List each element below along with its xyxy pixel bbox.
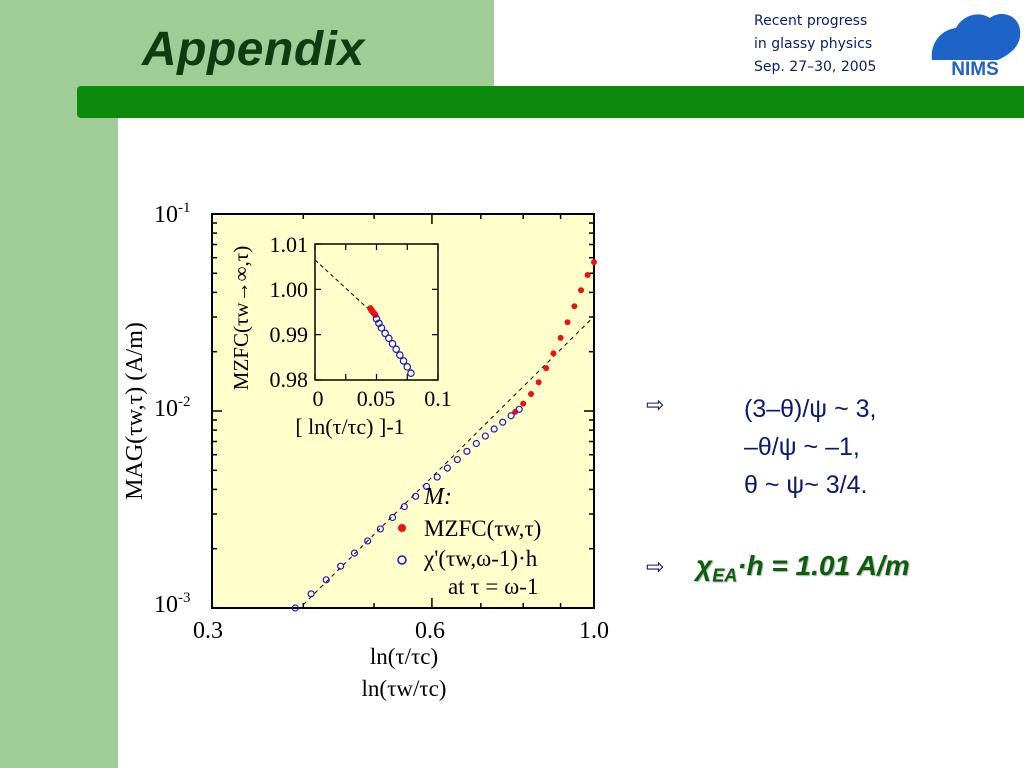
inset-chi-point [377, 324, 386, 332]
chi-data-point [350, 549, 359, 557]
main-data-points [291, 259, 597, 612]
equation-line: –θ/ψ ~ –1, [744, 433, 860, 461]
zfc-data-point [550, 350, 557, 357]
inset-y-tick-label: 0.99 [270, 322, 309, 347]
legend-chi-note: at τ = ω-1 [448, 574, 538, 599]
x-tick-label: 0.3 [193, 618, 223, 644]
y-tick-label: 10-3 [154, 590, 191, 618]
zfc-data-point [528, 390, 535, 397]
conference-info: Recent progress in glassy physics Sep. 2… [754, 10, 876, 79]
chi-data-point [472, 439, 480, 448]
left-band [0, 0, 118, 768]
bullet-equations: (3–θ)/ψ ~ 3, –θ/ψ ~ –1, θ ~ ψ~ 3/4. [744, 390, 876, 504]
chi-data-point [453, 455, 461, 464]
arrow-icon: ⇨ [646, 392, 665, 417]
header-band [0, 0, 494, 86]
chi-data-point [322, 576, 330, 584]
inset-y-tick-label: 1.01 [270, 232, 309, 257]
inset-chi-point [396, 351, 404, 359]
inset-chi-point [388, 339, 397, 348]
inset-x-tick-label: 0 [313, 386, 324, 411]
equation-line: θ ~ ψ~ 3/4. [744, 471, 868, 499]
legend-zfc-label: MZFC(τw,τ) [424, 516, 541, 541]
legend-chi-label: χ'(τw,ω-1)·h [423, 546, 538, 571]
chi-data-point [376, 525, 384, 533]
main-axis-ticks [211, 213, 595, 609]
legend-zfc-marker [398, 524, 406, 532]
title-underline-bar [77, 86, 1024, 118]
chi-data-point [507, 412, 515, 420]
chi-data-point [412, 492, 420, 500]
y-tick-label: 10-2 [154, 394, 191, 422]
chi-data-point [490, 425, 498, 433]
conference-line: Sep. 27–30, 2005 [754, 59, 877, 75]
conference-line: in glassy physics [754, 36, 873, 52]
inset-zfc-point [372, 311, 379, 318]
inset-chi-point [392, 345, 400, 353]
logo-bird-shape [931, 14, 1021, 60]
arrow-icon: ⇨ [646, 554, 665, 579]
x-axis-label-2: ln(τw/τc) [362, 676, 447, 701]
legend-header: M: [423, 484, 452, 510]
inset-chi-point [407, 369, 415, 378]
inset-chi-point [381, 329, 389, 338]
inset-data-points [367, 305, 415, 378]
chi-data-point [515, 405, 523, 413]
chi-data-point [443, 464, 452, 472]
nims-logo: NIMS [931, 14, 1021, 80]
x-axis-label: ln(τ/τc) [370, 644, 438, 669]
inset-chi-point [399, 357, 408, 365]
zfc-data-point [520, 400, 527, 407]
zfc-data-point [535, 379, 542, 386]
y-tick-label: 10-1 [154, 200, 191, 228]
inset-chi-point [384, 334, 393, 343]
chi-data-point [291, 604, 299, 612]
inset-x-tick-label: 0.05 [357, 386, 396, 411]
chi-data-point [337, 562, 345, 570]
chi-data-point [388, 513, 397, 522]
zfc-data-point [571, 303, 578, 310]
slide-title: Appendix [142, 23, 365, 76]
zfc-data-point [543, 365, 550, 372]
inset-axis-ticks [314, 243, 439, 381]
chi-data-point [422, 482, 431, 491]
legend-chi-marker [397, 555, 407, 565]
chi-data-point [499, 418, 507, 426]
zfc-data-point [557, 334, 564, 341]
x-tick-label: 0.6 [415, 618, 445, 644]
inset-x-tick-label: 0.1 [424, 386, 452, 411]
inset-y-tick-label: 1.00 [270, 277, 309, 302]
zfc-data-point [591, 259, 597, 266]
inset-y-tick-label: 0.98 [270, 367, 309, 392]
zfc-data-point [584, 272, 591, 279]
chi-data-point [307, 590, 315, 598]
inset-y-axis-label: MZFC(τw→∞,τ) [229, 246, 253, 390]
chi-data-point [481, 432, 489, 440]
x-tick-label: 1.0 [579, 618, 609, 644]
inset-x-axis-label: [ ln(τ/τc) ]-1 [295, 414, 404, 439]
logo-text: NIMS [951, 59, 999, 80]
zfc-data-point [578, 287, 585, 294]
zfc-data-point [564, 319, 571, 326]
y-axis-label: MAG(τw,τ) (A/m) [122, 322, 148, 500]
result-equation: χEA·h = 1.01 A/m [696, 550, 910, 586]
chi-data-point [463, 447, 471, 455]
conference-line: Recent progress [754, 13, 868, 29]
equation-line: (3–θ)/ψ ~ 3, [744, 395, 877, 423]
inset-chi-point [403, 363, 412, 371]
chi-data-point [400, 503, 408, 511]
chi-data-point [433, 473, 441, 481]
chi-data-point [364, 537, 372, 545]
